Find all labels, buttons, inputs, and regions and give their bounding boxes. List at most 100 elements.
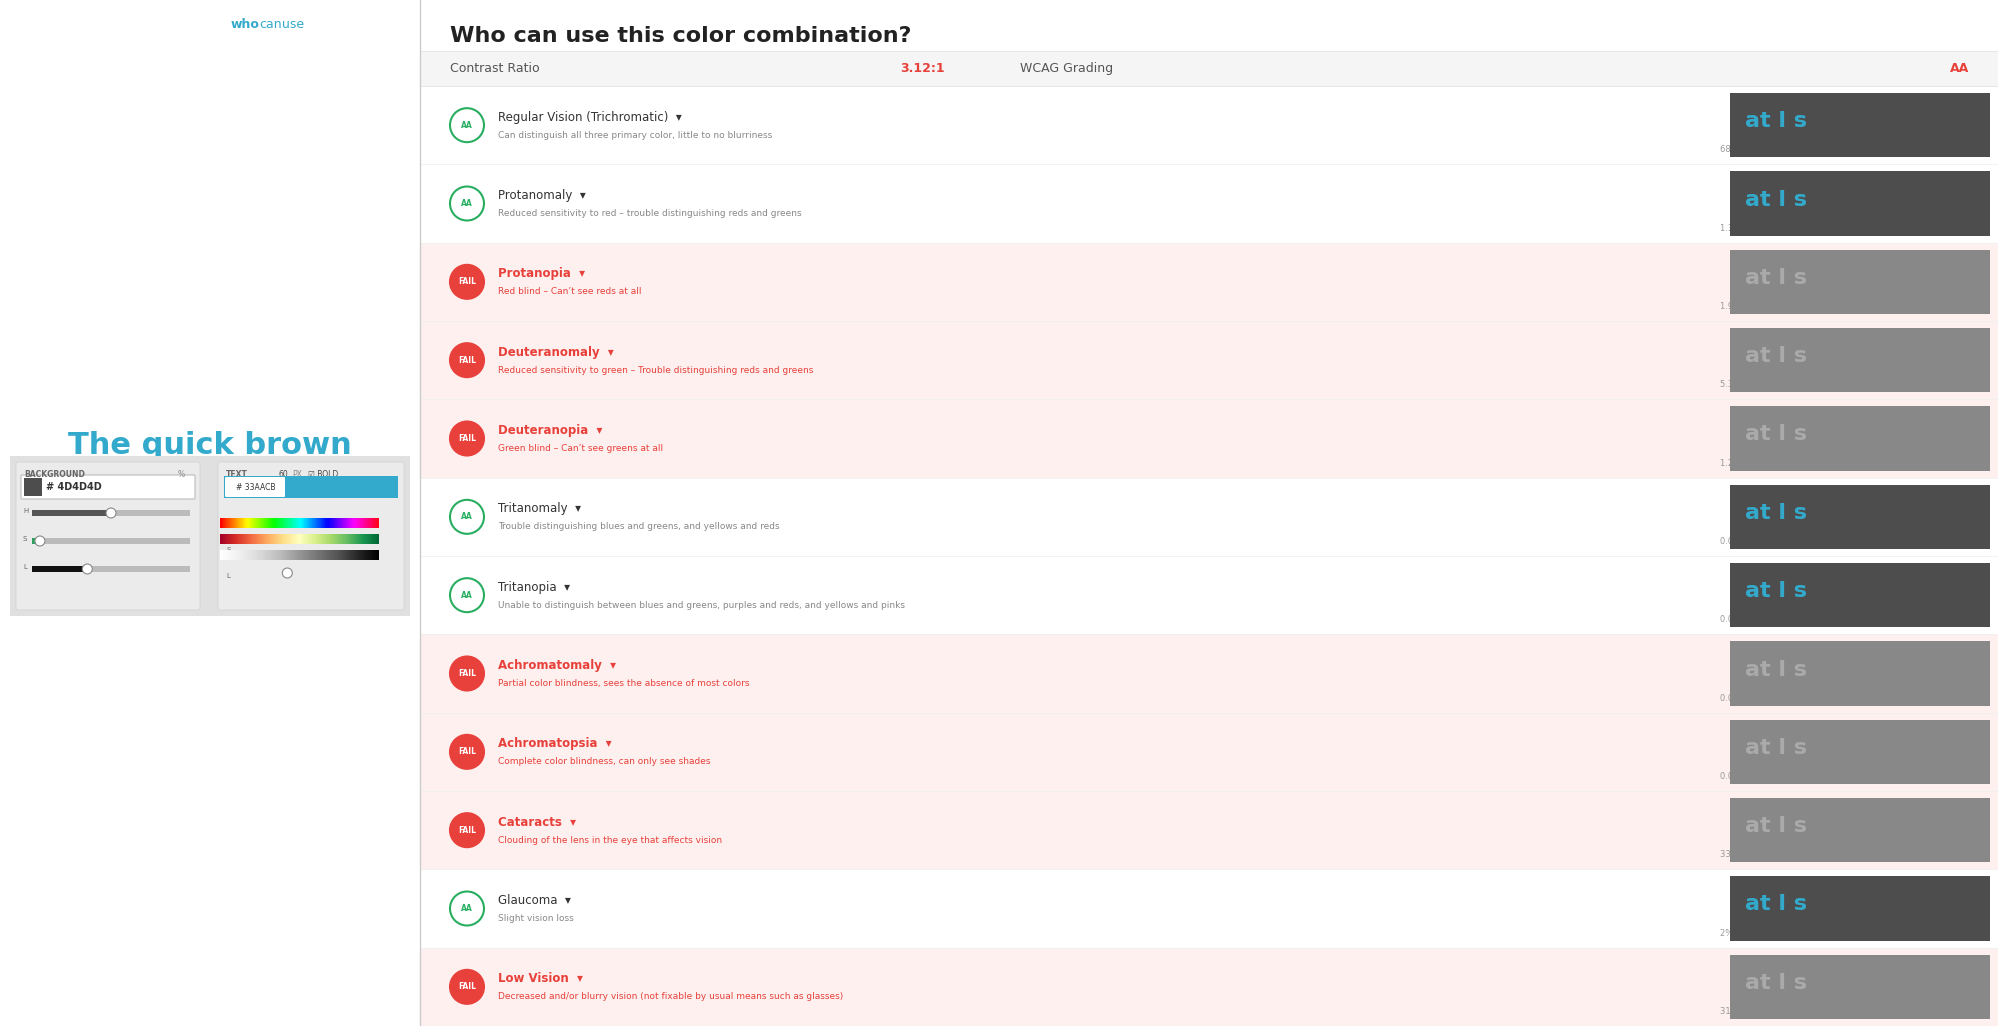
Text: FAIL: FAIL: [458, 826, 476, 835]
FancyBboxPatch shape: [226, 477, 286, 497]
Bar: [1728, 171, 1988, 236]
Bar: [1728, 563, 1988, 627]
Text: Glaucoma  ▾: Glaucoma ▾: [498, 894, 571, 907]
Text: can: can: [260, 18, 282, 31]
Text: use: use: [282, 18, 304, 31]
Circle shape: [450, 579, 484, 613]
Text: Decreased and/or blurry vision (not fixable by usual means such as glasses): Decreased and/or blurry vision (not fixa…: [498, 992, 843, 1001]
Text: Protanomaly  ▾: Protanomaly ▾: [498, 189, 585, 202]
Bar: [1728, 719, 1988, 784]
Text: Complete color blindness, can only see shades: Complete color blindness, can only see s…: [498, 757, 709, 766]
Text: Deuteranomaly  ▾: Deuteranomaly ▾: [498, 346, 613, 359]
Bar: [1728, 955, 1988, 1019]
Bar: [420, 634, 1998, 713]
Circle shape: [282, 568, 292, 578]
Text: Slight vision loss: Slight vision loss: [498, 914, 573, 923]
Text: 68% affected: 68% affected: [1718, 146, 1776, 154]
Text: S: S: [24, 536, 28, 542]
Text: BACKGROUND: BACKGROUND: [24, 470, 84, 479]
Text: 0.02% affected: 0.02% affected: [1718, 537, 1782, 546]
Text: Clouding of the lens in the eye that affects vision: Clouding of the lens in the eye that aff…: [498, 835, 721, 844]
Text: Contrast Ratio: Contrast Ratio: [450, 62, 539, 75]
Text: H: H: [226, 519, 232, 525]
Bar: [420, 399, 1998, 478]
Text: L: L: [24, 564, 26, 570]
Text: Unable to distinguish between blues and greens, purples and reds, and yellows an: Unable to distinguish between blues and …: [498, 600, 905, 609]
Bar: [420, 51, 1998, 86]
Text: FAIL: FAIL: [458, 356, 476, 364]
Circle shape: [450, 343, 484, 378]
Bar: [32, 566, 88, 573]
Circle shape: [450, 422, 484, 456]
Text: The quick brown
fox jumps over the
lazy dog: The quick brown fox jumps over the lazy …: [48, 431, 372, 534]
Bar: [1728, 93, 1988, 157]
Text: at l s: at l s: [1744, 503, 1806, 523]
Text: # 4D4D4D: # 4D4D4D: [46, 482, 102, 492]
Text: Reduced sensitivity to red – trouble distinguishing reds and greens: Reduced sensitivity to red – trouble dis…: [498, 209, 801, 218]
Text: at l s: at l s: [1744, 660, 1806, 679]
Text: FAIL: FAIL: [458, 747, 476, 756]
Text: Achromatomaly  ▾: Achromatomaly ▾: [498, 659, 615, 672]
Circle shape: [450, 265, 484, 299]
Text: Red blind – Can’t see reds at all: Red blind – Can’t see reds at all: [498, 287, 641, 297]
FancyBboxPatch shape: [218, 462, 404, 610]
Text: AA: AA: [462, 512, 474, 521]
Text: WCAG Grading: WCAG Grading: [1019, 62, 1113, 75]
Circle shape: [82, 564, 92, 574]
Text: AA: AA: [462, 904, 474, 913]
Bar: [1728, 328, 1988, 392]
Text: AA: AA: [462, 121, 474, 129]
Bar: [420, 791, 1998, 869]
Bar: [420, 243, 1998, 321]
Text: at l s: at l s: [1744, 895, 1806, 914]
Text: Can distinguish all three primary color, little to no blurriness: Can distinguish all three primary color,…: [498, 130, 771, 140]
Text: 2% affected: 2% affected: [1718, 929, 1770, 938]
Text: TEXT: TEXT: [226, 470, 248, 479]
Text: 60: 60: [278, 470, 288, 479]
Text: 3.12:1: 3.12:1: [899, 62, 945, 75]
Circle shape: [450, 814, 484, 847]
Text: 5.3% affected: 5.3% affected: [1718, 381, 1778, 389]
Text: Regular Vision (Trichromatic)  ▾: Regular Vision (Trichromatic) ▾: [498, 111, 681, 124]
Text: at l s: at l s: [1744, 111, 1806, 131]
Circle shape: [34, 536, 44, 546]
Bar: [420, 86, 1998, 164]
Text: Achromatopsia  ▾: Achromatopsia ▾: [498, 738, 611, 750]
Text: Who can use this color combination?: Who can use this color combination?: [450, 26, 911, 46]
FancyBboxPatch shape: [8, 455, 412, 617]
Text: Trouble distinguishing blues and greens, and yellows and reds: Trouble distinguishing blues and greens,…: [498, 522, 779, 531]
Bar: [24, 478, 42, 496]
Text: AA: AA: [462, 591, 474, 599]
Bar: [1728, 484, 1988, 549]
Bar: [1728, 876, 1988, 941]
Text: L: L: [226, 573, 230, 579]
Text: Low Vision  ▾: Low Vision ▾: [498, 973, 583, 985]
Text: who: who: [232, 18, 260, 31]
Text: Tritanopia  ▾: Tritanopia ▾: [498, 581, 569, 594]
Bar: [32, 510, 190, 516]
Text: Cataracts  ▾: Cataracts ▾: [498, 816, 575, 829]
Text: FAIL: FAIL: [458, 434, 476, 443]
Text: # 33AACB: # 33AACB: [236, 482, 276, 491]
Text: at l s: at l s: [1744, 581, 1806, 601]
Circle shape: [450, 108, 484, 143]
Bar: [1728, 249, 1988, 314]
Text: 31% affected: 31% affected: [1718, 1007, 1776, 1016]
Text: Reduced sensitivity to green – Trouble distinguishing reds and greens: Reduced sensitivity to green – Trouble d…: [498, 365, 813, 374]
Text: 0.03% affected: 0.03% affected: [1718, 616, 1782, 625]
Text: ☑ BOLD: ☑ BOLD: [308, 470, 338, 479]
Bar: [420, 713, 1998, 791]
Text: 33% affected: 33% affected: [1718, 851, 1776, 860]
Text: 0.09% affected: 0.09% affected: [1718, 694, 1782, 703]
Text: at l s: at l s: [1744, 738, 1806, 758]
Text: at l s: at l s: [1744, 973, 1806, 993]
Text: Protanopia  ▾: Protanopia ▾: [498, 268, 585, 280]
Bar: [420, 869, 1998, 948]
Bar: [32, 538, 190, 544]
Text: at l s: at l s: [1744, 190, 1806, 209]
Text: FAIL: FAIL: [458, 277, 476, 286]
Circle shape: [450, 187, 484, 221]
Text: FAIL: FAIL: [458, 982, 476, 991]
Circle shape: [450, 735, 484, 768]
Text: Partial color blindness, sees the absence of most colors: Partial color blindness, sees the absenc…: [498, 679, 749, 688]
